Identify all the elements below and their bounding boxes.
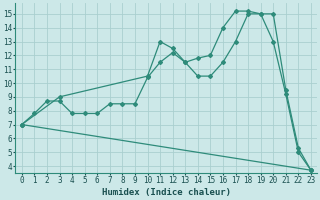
X-axis label: Humidex (Indice chaleur): Humidex (Indice chaleur) [102,188,231,197]
